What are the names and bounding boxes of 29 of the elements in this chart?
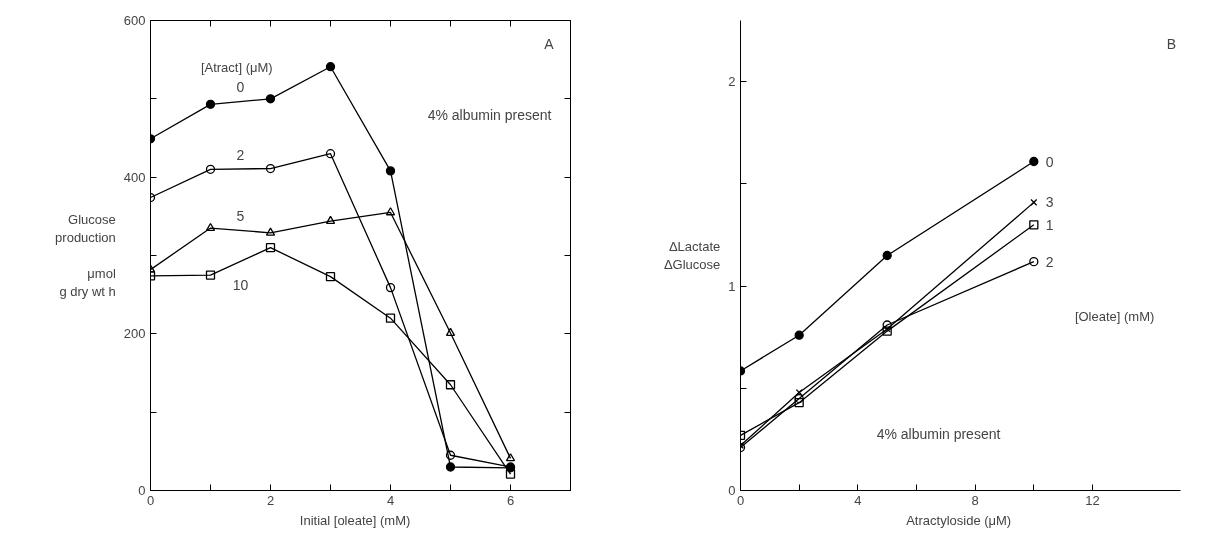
series-label: 5 bbox=[236, 208, 245, 225]
annotation: B bbox=[1166, 36, 1177, 52]
x-axis-title: Initial [oleate] (mM) bbox=[299, 512, 411, 528]
annotation: 4% albumin present bbox=[427, 106, 552, 123]
series-label: 10 bbox=[232, 276, 249, 293]
annotation: A bbox=[544, 36, 555, 52]
series-label: 2 bbox=[1045, 253, 1054, 270]
y-tick-label: 600 bbox=[123, 13, 146, 28]
y-tick-label: 200 bbox=[123, 326, 146, 342]
y-tick-label: 2 bbox=[728, 74, 736, 90]
series-label: 0 bbox=[1045, 153, 1054, 170]
legend-title: [Atract] (μM) bbox=[200, 60, 273, 75]
x-tick-label: 6 bbox=[506, 492, 515, 508]
x-tick-label: 4 bbox=[854, 492, 862, 508]
legend-title: [Oleate] (mM) bbox=[1074, 309, 1155, 325]
x-axis-title: Atractyloside (μM) bbox=[906, 512, 1012, 528]
x-tick-label: 2 bbox=[266, 492, 275, 508]
y-tick-label: 400 bbox=[123, 169, 146, 185]
y-tick-label: 1 bbox=[728, 278, 736, 294]
series-label: 3 bbox=[1045, 194, 1054, 211]
text: Glucose production μmol g dry wt h bbox=[55, 212, 116, 299]
x-tick-label: 4 bbox=[386, 492, 395, 508]
x-tick-label: 8 bbox=[971, 492, 979, 508]
series-label: 0 bbox=[236, 79, 245, 96]
y-axis-title: ΔLactate ΔGlucose bbox=[663, 239, 721, 272]
series-label: 1 bbox=[1045, 216, 1054, 233]
series-label: 2 bbox=[236, 146, 245, 163]
annotation: 4% albumin present bbox=[876, 426, 1001, 443]
x-tick-label: 12 bbox=[1085, 492, 1100, 508]
